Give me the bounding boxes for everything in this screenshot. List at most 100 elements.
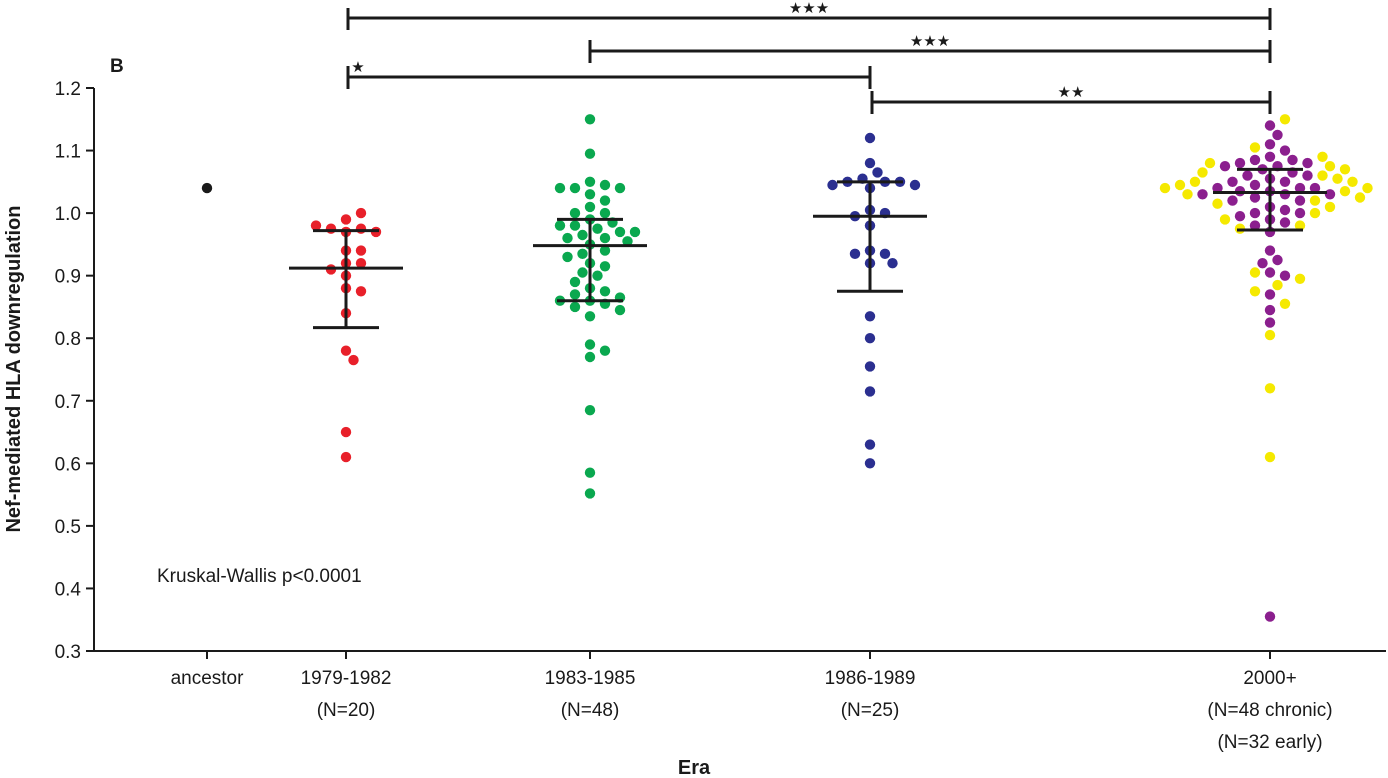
data-point <box>201 182 213 194</box>
data-point <box>1264 317 1276 328</box>
data-point <box>864 386 876 397</box>
data-point <box>864 361 876 372</box>
data-point <box>1249 179 1261 191</box>
data-point <box>340 214 352 225</box>
data-point <box>599 195 611 206</box>
data-point <box>1309 207 1321 219</box>
data-point <box>599 345 611 356</box>
data-point <box>599 232 611 244</box>
data-point <box>1294 220 1306 231</box>
data-point <box>1347 176 1358 187</box>
data-point <box>584 488 596 499</box>
data-point <box>599 207 611 219</box>
x-tick-label: (N=20) <box>317 700 376 721</box>
x-tick-label: (N=48) <box>561 700 620 721</box>
data-point <box>1189 176 1201 187</box>
y-tick-label: 1.0 <box>55 204 81 225</box>
data-point <box>569 207 581 219</box>
data-point <box>1242 170 1253 181</box>
data-point <box>1264 267 1276 278</box>
data-point <box>577 229 588 241</box>
significance-stars: ★ <box>351 58 364 76</box>
data-point <box>584 311 596 322</box>
data-point <box>1227 195 1238 206</box>
data-point <box>355 245 367 256</box>
data-point <box>1249 220 1261 231</box>
data-point <box>1317 170 1328 181</box>
data-point <box>1264 611 1276 622</box>
y-tick-label: 1.1 <box>55 142 81 163</box>
data-point <box>599 245 611 256</box>
data-point <box>584 176 596 187</box>
significance-stars: ★★ <box>1058 83 1085 101</box>
data-point <box>584 201 596 213</box>
y-tick-label: 0.9 <box>55 267 81 288</box>
data-point <box>629 226 641 238</box>
data-point <box>584 148 596 159</box>
data-point <box>1272 129 1283 141</box>
significance-stars: ★★★ <box>910 32 950 50</box>
data-point <box>569 220 581 231</box>
x-tick-label: 1979-1982 <box>301 668 392 689</box>
data-point <box>1279 114 1291 125</box>
data-point <box>1287 154 1298 166</box>
data-point <box>864 132 876 144</box>
data-point <box>1309 182 1321 194</box>
data-point <box>1272 254 1283 266</box>
data-point <box>1264 139 1276 150</box>
data-point <box>1197 167 1208 178</box>
data-point <box>355 258 367 269</box>
data-point <box>1339 164 1351 175</box>
significance-bracket <box>588 40 1272 63</box>
data-point <box>1279 270 1291 281</box>
data-point <box>1294 182 1306 194</box>
y-tick-label: 0.7 <box>55 392 81 413</box>
kruskal-wallis-annotation: Kruskal-Wallis p<0.0001 <box>157 566 362 587</box>
data-point <box>1219 161 1231 172</box>
data-point <box>355 207 367 219</box>
data-point <box>1279 176 1291 187</box>
data-point <box>310 220 322 231</box>
data-point <box>325 223 337 234</box>
data-point <box>1324 201 1336 213</box>
data-point <box>569 289 581 300</box>
data-point <box>1234 157 1246 169</box>
data-point <box>577 248 588 259</box>
data-point <box>1204 157 1216 169</box>
data-point <box>864 311 876 322</box>
data-point <box>1219 214 1231 225</box>
data-point <box>1264 151 1276 162</box>
data-point <box>355 286 367 297</box>
data-point <box>577 267 588 278</box>
mean-error-bars <box>289 167 1327 330</box>
y-axis-title: Nef-mediated HLA downregulation <box>3 205 25 532</box>
data-point <box>1294 207 1306 219</box>
data-point <box>864 439 876 450</box>
y-tick-label: 0.6 <box>55 454 81 475</box>
data-point <box>1264 329 1276 341</box>
x-tick-label: 1986-1989 <box>825 668 916 689</box>
x-axis-title: Era <box>678 757 711 778</box>
data-point <box>1317 151 1328 162</box>
significance-bracket <box>346 8 1272 30</box>
data-point <box>1362 182 1373 194</box>
data-point <box>1249 267 1261 278</box>
data-points <box>201 114 1373 622</box>
data-point <box>1182 189 1193 200</box>
data-point <box>1227 176 1238 187</box>
x-tick-label: ancestor <box>171 668 245 689</box>
data-point <box>849 248 861 259</box>
data-point <box>872 167 883 178</box>
data-point <box>879 248 891 259</box>
panel-label: B <box>110 56 124 77</box>
data-point <box>348 354 359 366</box>
data-point <box>1324 189 1336 200</box>
data-point <box>1332 173 1343 184</box>
data-point <box>1279 298 1291 309</box>
y-tick-label: 0.4 <box>55 579 82 600</box>
data-point <box>355 223 367 234</box>
data-point <box>562 232 573 244</box>
data-point <box>554 182 566 194</box>
data-point <box>584 189 596 200</box>
x-tick-label: (N=25) <box>841 700 900 721</box>
